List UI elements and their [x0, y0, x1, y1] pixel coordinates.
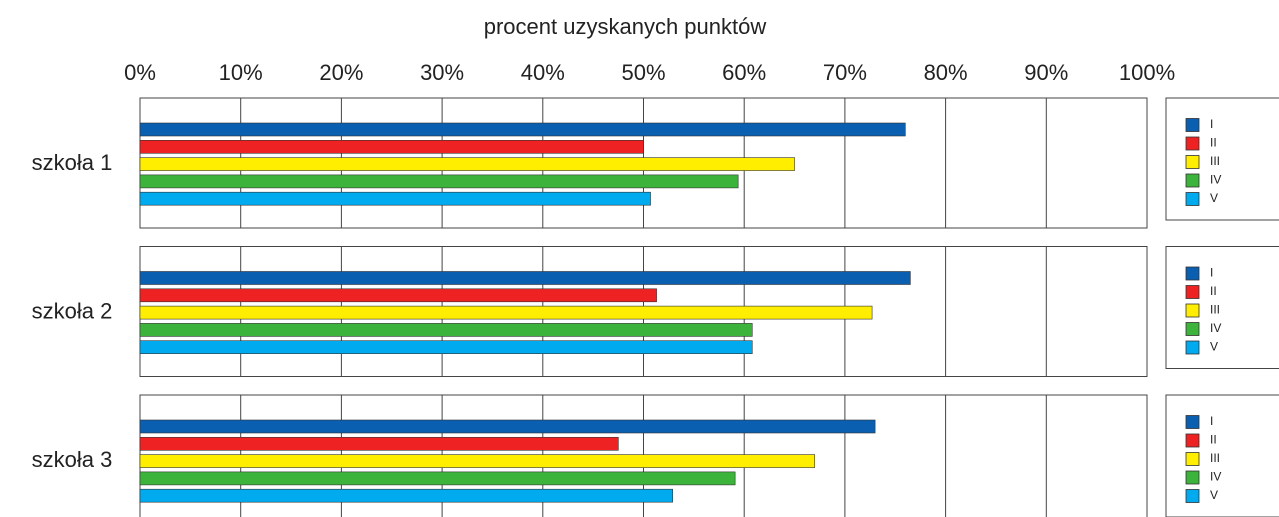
- bar: [139, 454, 815, 468]
- bar: [139, 288, 657, 303]
- legend-label: III: [1210, 303, 1220, 317]
- legend-swatch: [1185, 452, 1200, 466]
- x-tick-label: 30%: [420, 60, 464, 85]
- x-tick-label: 20%: [319, 60, 363, 85]
- chart-title: procent uzyskanych punktów: [484, 14, 767, 39]
- legend-swatch: [1185, 118, 1200, 132]
- legend-label: I: [1210, 117, 1213, 131]
- bar: [139, 191, 651, 206]
- bar: [139, 471, 736, 486]
- bar: [139, 419, 876, 434]
- legend-label: III: [1210, 154, 1220, 168]
- legend-swatch: [1185, 470, 1200, 485]
- legend-swatch: [1185, 433, 1200, 448]
- legend-box: [1165, 97, 1279, 221]
- bar: [139, 305, 873, 320]
- category-label: szkoła 2: [32, 298, 113, 323]
- legend-swatch: [1185, 136, 1200, 151]
- bar: [139, 271, 911, 285]
- bar: [139, 340, 753, 355]
- bar: [139, 323, 753, 337]
- legend-swatch: [1185, 322, 1200, 336]
- legend-label: III: [1210, 451, 1220, 465]
- bar: [139, 174, 739, 189]
- legend-swatch: [1185, 285, 1200, 299]
- legend-swatch: [1185, 340, 1200, 355]
- legend-label: IV: [1210, 173, 1221, 187]
- legend-label: IV: [1210, 470, 1221, 484]
- legend-label: V: [1210, 191, 1218, 205]
- legend-swatch: [1185, 303, 1200, 318]
- legend-swatch: [1185, 155, 1200, 169]
- legend-box: [1165, 246, 1279, 369]
- x-tick-label: 10%: [219, 60, 263, 85]
- x-tick-label: 90%: [1024, 60, 1068, 85]
- legend-swatch: [1185, 415, 1200, 429]
- x-tick-label: 60%: [722, 60, 766, 85]
- x-tick-label: 80%: [924, 60, 968, 85]
- legend-swatch: [1185, 266, 1200, 281]
- legend-swatch: [1185, 489, 1200, 503]
- legend-label: I: [1210, 266, 1213, 280]
- legend-label: II: [1210, 433, 1217, 447]
- x-tick-label: 100%: [1119, 60, 1175, 85]
- bar: [139, 436, 619, 451]
- category-label: szkoła 3: [32, 447, 113, 472]
- x-tick-label: 40%: [521, 60, 565, 85]
- category-label: szkoła 1: [32, 150, 113, 175]
- x-tick-label: 50%: [621, 60, 665, 85]
- legend-label: V: [1210, 340, 1218, 354]
- x-tick-label: 0%: [124, 60, 156, 85]
- bar: [139, 157, 795, 171]
- legend-swatch: [1185, 173, 1200, 188]
- bar: [139, 488, 674, 503]
- x-tick-label: 70%: [823, 60, 867, 85]
- legend-label: V: [1210, 488, 1218, 502]
- legend-label: IV: [1210, 321, 1221, 335]
- legend-swatch: [1185, 192, 1200, 206]
- legend-box: [1165, 394, 1279, 517]
- bar: [139, 140, 644, 154]
- legend-label: II: [1210, 136, 1217, 150]
- legend-label: II: [1210, 284, 1217, 298]
- legend-label: I: [1210, 414, 1213, 428]
- bar: [139, 122, 906, 137]
